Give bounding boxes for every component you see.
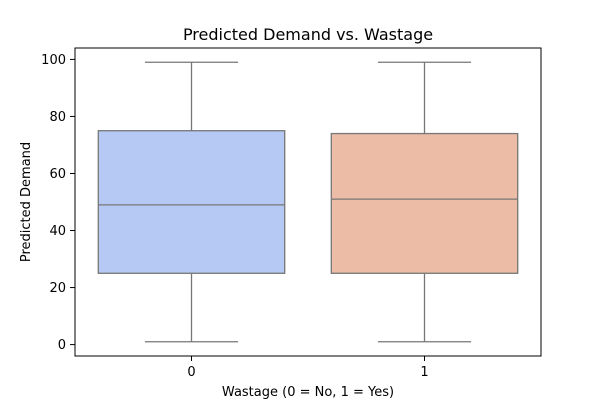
y-tick-label: 20 xyxy=(49,281,66,296)
chart-title: Predicted Demand vs. Wastage xyxy=(183,25,433,44)
x-axis-label: Wastage (0 = No, 1 = Yes) xyxy=(222,385,394,400)
y-tick-label: 60 xyxy=(49,167,66,182)
iqr-box xyxy=(330,132,519,274)
x-tick-label: 0 xyxy=(187,365,195,380)
box-group-0 xyxy=(97,61,286,343)
y-tick-label: 0 xyxy=(58,338,66,353)
x-tick-label: 1 xyxy=(420,365,428,380)
box-group-1 xyxy=(330,61,519,343)
iqr-box xyxy=(97,130,286,274)
plot-area xyxy=(97,61,519,343)
y-tick-label: 100 xyxy=(41,53,66,68)
axes-frame xyxy=(74,47,542,357)
y-tick-label: 40 xyxy=(49,224,66,239)
y-tick-label: 80 xyxy=(49,110,66,125)
y-axis-label: Predicted Demand xyxy=(19,142,34,262)
